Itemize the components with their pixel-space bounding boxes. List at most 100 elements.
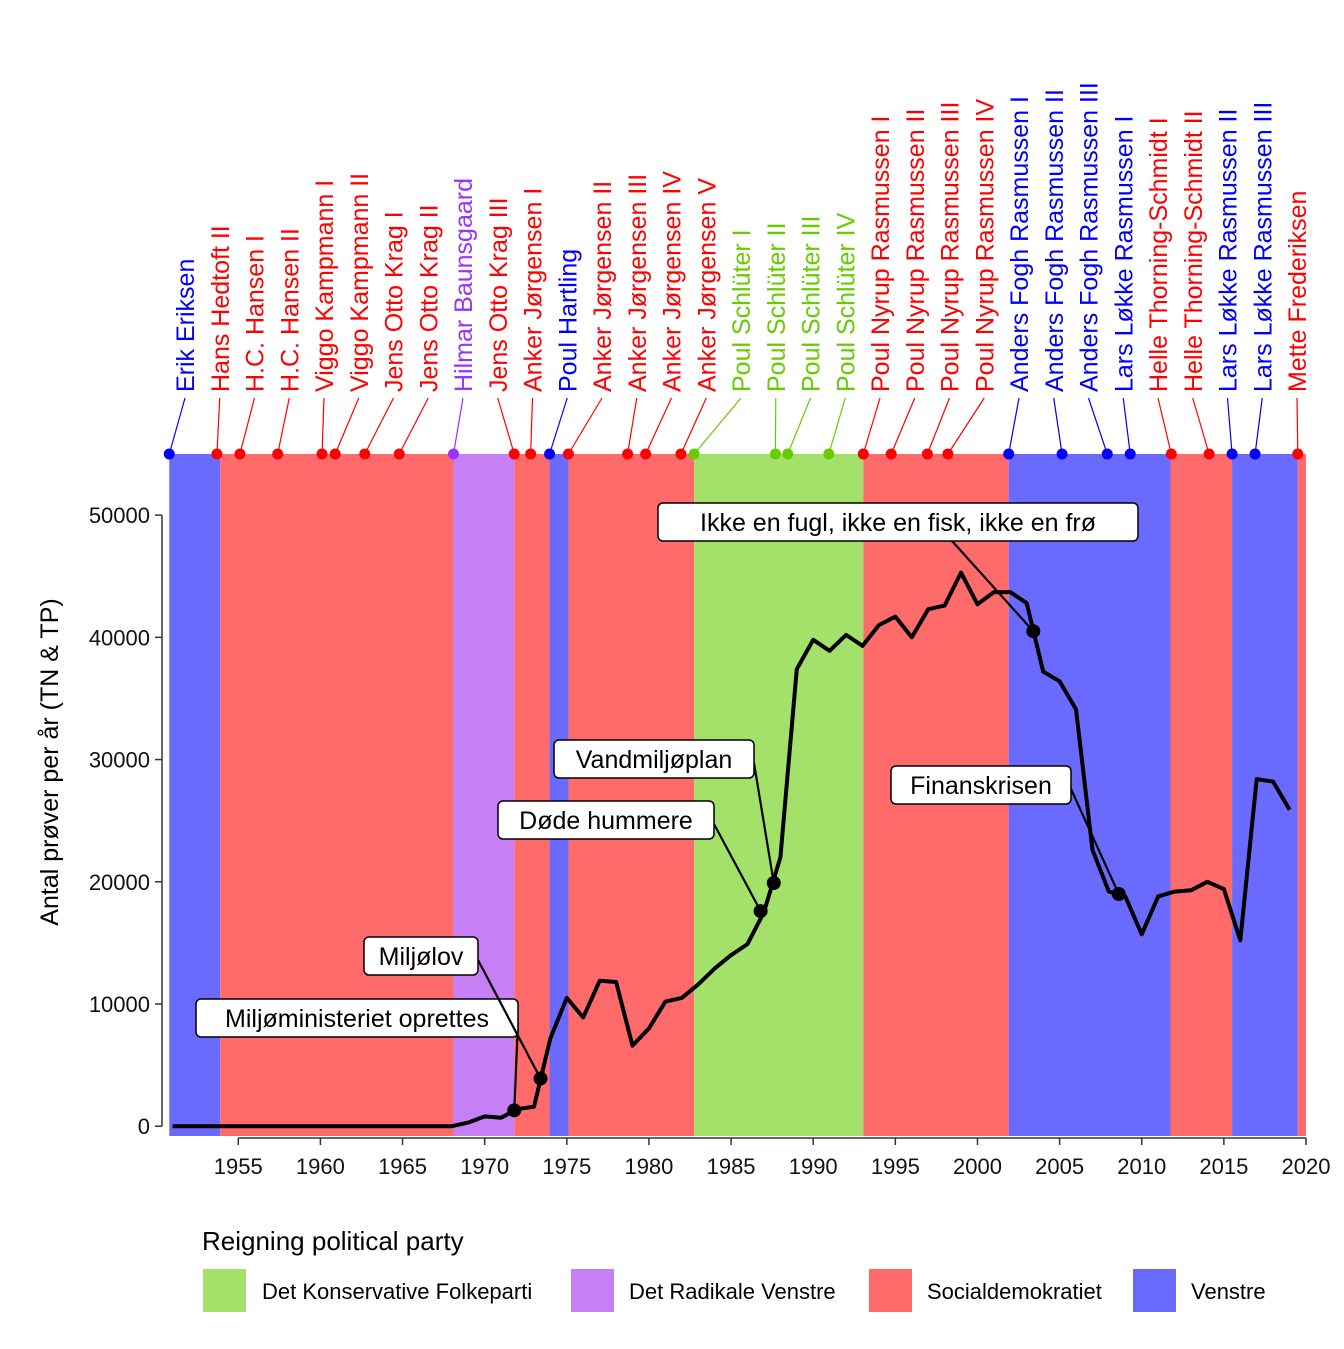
government-connector bbox=[335, 398, 359, 454]
annotation-point bbox=[507, 1103, 521, 1117]
government-label: Poul Schlüter III bbox=[798, 216, 826, 392]
government-marker bbox=[886, 449, 897, 460]
government-marker bbox=[525, 449, 536, 460]
government-label: Lars Løkke Rasmussen III bbox=[1249, 102, 1277, 392]
government-marker bbox=[164, 449, 175, 460]
government-label: Anders Fogh Rasmussen I bbox=[1006, 96, 1034, 392]
government-connector bbox=[1054, 398, 1062, 454]
y-tick-label: 10000 bbox=[89, 992, 150, 1017]
government-connector bbox=[927, 398, 949, 454]
government-connector bbox=[681, 398, 706, 454]
government-marker bbox=[782, 449, 793, 460]
government-connector bbox=[1009, 398, 1019, 454]
government-connector bbox=[1228, 398, 1233, 454]
government-connector bbox=[550, 398, 568, 454]
government-label: Anker Jørgensen III bbox=[624, 174, 652, 392]
government-label: Anker Jørgensen V bbox=[693, 178, 721, 392]
government-label: Hans Hedtoft II bbox=[207, 225, 235, 392]
government-marker bbox=[1125, 449, 1136, 460]
government-marker bbox=[1003, 449, 1014, 460]
government-marker bbox=[1102, 449, 1113, 460]
government-connector bbox=[217, 398, 220, 454]
government-label: Helle Thorning-Schmidt I bbox=[1145, 117, 1173, 392]
annotation-point bbox=[767, 876, 781, 890]
x-tick-label: 1960 bbox=[296, 1154, 345, 1179]
government-connector bbox=[169, 398, 185, 454]
government-connector bbox=[863, 398, 880, 454]
party-band bbox=[514, 454, 549, 1136]
government-label: Poul Nyrup Rasmussen I bbox=[867, 115, 895, 392]
x-tick-label: 2010 bbox=[1117, 1154, 1166, 1179]
government-marker bbox=[563, 449, 574, 460]
government-marker bbox=[394, 449, 405, 460]
y-tick-label: 40000 bbox=[89, 625, 150, 650]
y-axis-title: Antal prøver per år (TN & TP) bbox=[36, 598, 64, 925]
government-label: Jens Otto Krag I bbox=[381, 211, 409, 392]
government-connector bbox=[531, 398, 533, 454]
government-connector bbox=[788, 398, 811, 454]
government-marker bbox=[1057, 449, 1068, 460]
government-marker bbox=[544, 449, 555, 460]
government-marker bbox=[922, 449, 933, 460]
government-label: Poul Hartling bbox=[554, 249, 582, 392]
government-marker bbox=[675, 449, 686, 460]
y-tick-label: 50000 bbox=[89, 503, 150, 528]
government-marker bbox=[272, 449, 283, 460]
government-label: Poul Nyrup Rasmussen IV bbox=[971, 98, 999, 392]
annotation-label: Finanskrisen bbox=[910, 772, 1052, 800]
x-tick-label: 1970 bbox=[460, 1154, 509, 1179]
government-marker bbox=[858, 449, 869, 460]
government-label: Poul Nyrup Rasmussen III bbox=[937, 102, 965, 392]
government-connector bbox=[1193, 398, 1209, 454]
government-connector bbox=[498, 398, 514, 454]
government-connector bbox=[1255, 398, 1262, 454]
government-label: Anders Fogh Rasmussen II bbox=[1041, 89, 1069, 392]
annotation-label: Døde hummere bbox=[519, 807, 693, 835]
party-band bbox=[1170, 454, 1232, 1136]
government-marker bbox=[770, 449, 781, 460]
government-marker bbox=[317, 449, 328, 460]
annotation-point bbox=[534, 1072, 548, 1086]
government-connector bbox=[694, 398, 741, 454]
government-connector bbox=[948, 398, 984, 454]
y-tick-label: 20000 bbox=[89, 870, 150, 895]
government-marker bbox=[1292, 449, 1303, 460]
government-marker bbox=[448, 449, 459, 460]
x-tick-label: 1965 bbox=[378, 1154, 427, 1179]
government-connector bbox=[322, 398, 324, 454]
y-tick-label: 0 bbox=[138, 1114, 150, 1139]
government-marker bbox=[211, 449, 222, 460]
party-band bbox=[694, 454, 863, 1136]
government-label: Jens Otto Krag III bbox=[485, 197, 513, 392]
government-label: Lars Løkke Rasmussen I bbox=[1110, 116, 1138, 393]
government-connector bbox=[568, 398, 602, 454]
government-connector bbox=[628, 398, 637, 454]
government-label: Anker Jørgensen I bbox=[520, 188, 548, 392]
annotation-label: Miljøministeriet oprettes bbox=[225, 1005, 489, 1033]
government-label: Anker Jørgensen IV bbox=[659, 171, 687, 392]
government-marker bbox=[622, 449, 633, 460]
party-band bbox=[1232, 454, 1298, 1136]
legend-swatch bbox=[203, 1269, 246, 1312]
annotation-label: Miljølov bbox=[379, 943, 464, 971]
government-label: Mette Frederiksen bbox=[1284, 191, 1312, 392]
government-label: Poul Schlüter IV bbox=[832, 212, 860, 392]
annotation-label: Vandmiljøplan bbox=[576, 746, 733, 774]
legend-swatch bbox=[869, 1269, 912, 1312]
x-tick-label: 2020 bbox=[1282, 1154, 1331, 1179]
legend-label: Det Konservative Folkeparti bbox=[262, 1279, 532, 1304]
x-tick-label: 1990 bbox=[789, 1154, 838, 1179]
legend-swatch bbox=[571, 1269, 614, 1312]
government-connector bbox=[1123, 398, 1130, 454]
government-marker bbox=[1166, 449, 1177, 460]
government-label: Poul Schlüter II bbox=[763, 222, 791, 392]
government-marker bbox=[942, 449, 953, 460]
government-connector bbox=[399, 398, 428, 454]
government-marker bbox=[1227, 449, 1238, 460]
government-connector bbox=[646, 398, 672, 454]
government-marker bbox=[509, 449, 520, 460]
government-connector bbox=[829, 398, 845, 454]
